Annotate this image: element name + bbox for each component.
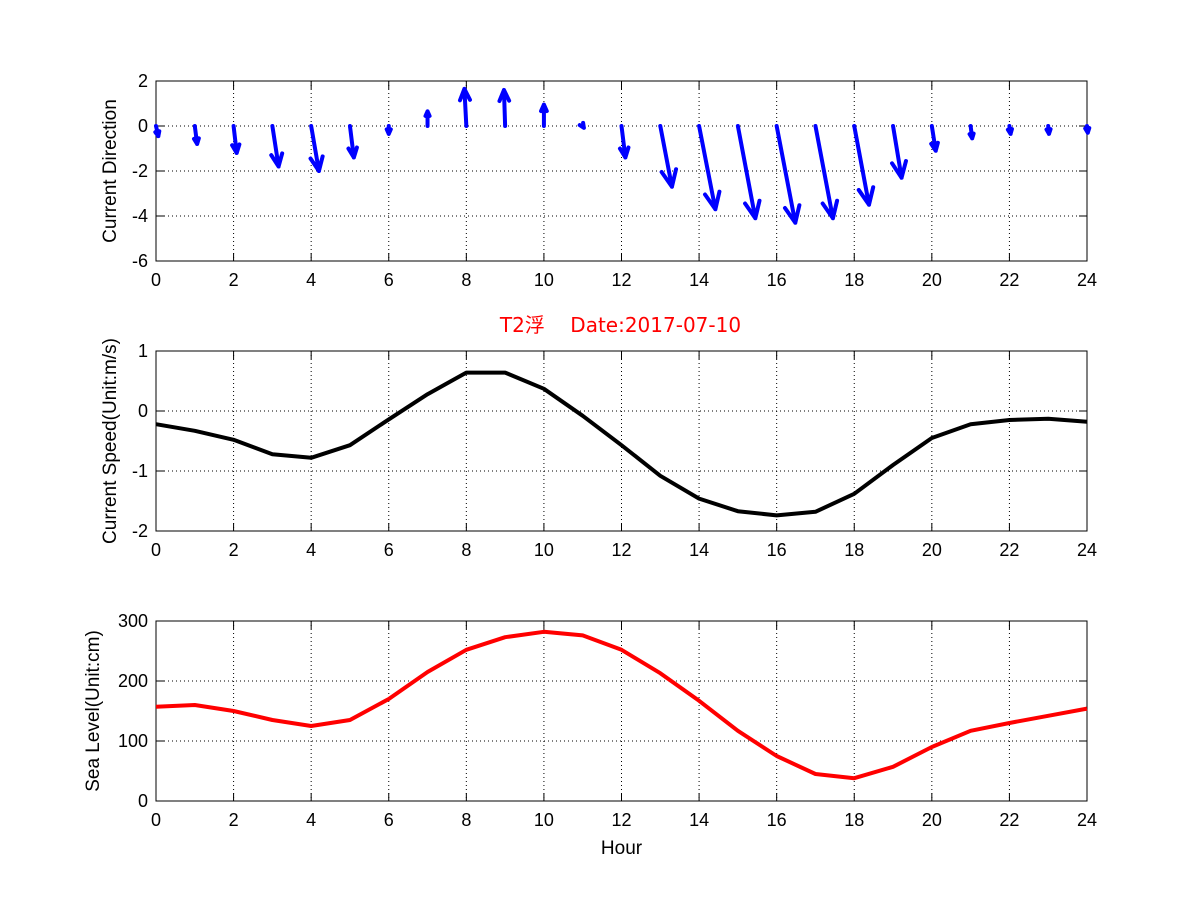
- current-vector-12: [617, 124, 631, 160]
- speed-xtick-label: 12: [611, 540, 631, 560]
- direction-ytick-label: -6: [132, 251, 148, 271]
- direction-xtick-label: 6: [384, 270, 394, 290]
- current-vector-4: [308, 124, 325, 173]
- direction-xtick-label: 18: [844, 270, 864, 290]
- direction-ytick-label: -4: [132, 206, 148, 226]
- sealevel-xtick-label: 22: [999, 810, 1019, 830]
- speed-axes-box: [155, 350, 1088, 532]
- current-vector-23: [1044, 124, 1053, 136]
- sealevel-ytick-label: 300: [118, 611, 148, 631]
- current-vector-24: [1083, 124, 1092, 135]
- current-vector-18: [852, 124, 876, 207]
- direction-xtick-label: 8: [461, 270, 471, 290]
- speed-series-line: [155, 370, 1088, 518]
- sealevel-xtick-label: 24: [1077, 810, 1097, 830]
- current-vector-7: [423, 109, 432, 128]
- current-vector-6: [384, 124, 393, 136]
- current-vector-22: [1005, 124, 1014, 136]
- current-vector-10: [539, 102, 549, 128]
- sealevel-series-line: [155, 629, 1088, 781]
- speed-xtick-label: 8: [461, 540, 471, 560]
- speed-xtick-label: 2: [229, 540, 239, 560]
- current-vector-19: [890, 124, 908, 180]
- sealevel-ytick-label: 100: [118, 731, 148, 751]
- current-vector-11: [577, 120, 586, 130]
- direction-ylabel: Current Direction: [100, 99, 121, 243]
- current-vector-5: [346, 124, 359, 160]
- current-vector-9: [497, 88, 512, 128]
- current-vector-15: [735, 124, 762, 221]
- speed-xtick-label: 20: [922, 540, 942, 560]
- speed-xtick-label: 22: [999, 540, 1019, 560]
- direction-ytick-label: -2: [132, 161, 148, 181]
- current-vector-2: [230, 124, 242, 155]
- speed-ylabel: Current Speed(Unit:m/s): [100, 338, 121, 544]
- current-vector-20: [929, 124, 940, 153]
- sealevel-ytick-label: 200: [118, 671, 148, 691]
- direction-xtick-label: 20: [922, 270, 942, 290]
- sealevel-xtick-label: 16: [767, 810, 787, 830]
- speed-ytick-label: -2: [132, 521, 148, 541]
- sealevel-xtick-label: 6: [384, 810, 394, 830]
- sealevel-xtick-label: 2: [229, 810, 239, 830]
- speed-xtick-label: 10: [534, 540, 554, 560]
- sealevel-xtick-label: 20: [922, 810, 942, 830]
- direction-xtick-label: 0: [151, 270, 161, 290]
- current-vector-0: [153, 124, 162, 139]
- sealevel-ytick-label: 0: [138, 791, 148, 811]
- speed-xtick-label: 6: [384, 540, 394, 560]
- direction-ytick-label: 0: [138, 116, 148, 136]
- current-vector-13: [658, 124, 679, 189]
- speed-title: T2浮 Date:2017-07-10: [499, 313, 741, 337]
- sealevel-xtick-label: 18: [844, 810, 864, 830]
- direction-xtick-label: 22: [999, 270, 1019, 290]
- speed-xtick-label: 4: [306, 540, 316, 560]
- sealevel-xlabel: Hour: [601, 838, 643, 859]
- speed-xtick-label: 0: [151, 540, 161, 560]
- speed-ytick-label: 1: [138, 341, 148, 361]
- current-vector-17: [813, 124, 840, 221]
- sealevel-xtick-label: 12: [611, 810, 631, 830]
- sealevel-xtick-label: 8: [461, 810, 471, 830]
- direction-xtick-label: 4: [306, 270, 316, 290]
- current-vector-3: [269, 124, 285, 169]
- speed-xtick-label: 16: [767, 540, 787, 560]
- current-vector-21: [967, 124, 976, 141]
- speed-xtick-label: 18: [844, 540, 864, 560]
- direction-xtick-label: 14: [689, 270, 709, 290]
- direction-xtick-label: 12: [611, 270, 631, 290]
- current-vector-1: [191, 124, 201, 146]
- sealevel-xtick-label: 14: [689, 810, 709, 830]
- sealevel-xtick-label: 0: [151, 810, 161, 830]
- current-vector-8: [457, 86, 472, 128]
- sealevel-xtick-label: 10: [534, 810, 554, 830]
- direction-xtick-label: 10: [534, 270, 554, 290]
- current-vector-16: [774, 124, 802, 225]
- sealevel-ylabel: Sea Level(Unit:cm): [83, 630, 104, 792]
- speed-xtick-label: 24: [1077, 540, 1097, 560]
- speed-xtick-label: 14: [689, 540, 709, 560]
- sealevel-xtick-label: 4: [306, 810, 316, 830]
- current-vector-14: [697, 124, 722, 212]
- direction-xtick-label: 16: [767, 270, 787, 290]
- direction-xtick-label: 2: [229, 270, 239, 290]
- speed-ytick-label: 0: [138, 401, 148, 421]
- direction-axes-box: [155, 80, 1088, 262]
- speed-ytick-label: -1: [132, 461, 148, 481]
- direction-xtick-label: 24: [1077, 270, 1097, 290]
- direction-ytick-label: 2: [138, 71, 148, 91]
